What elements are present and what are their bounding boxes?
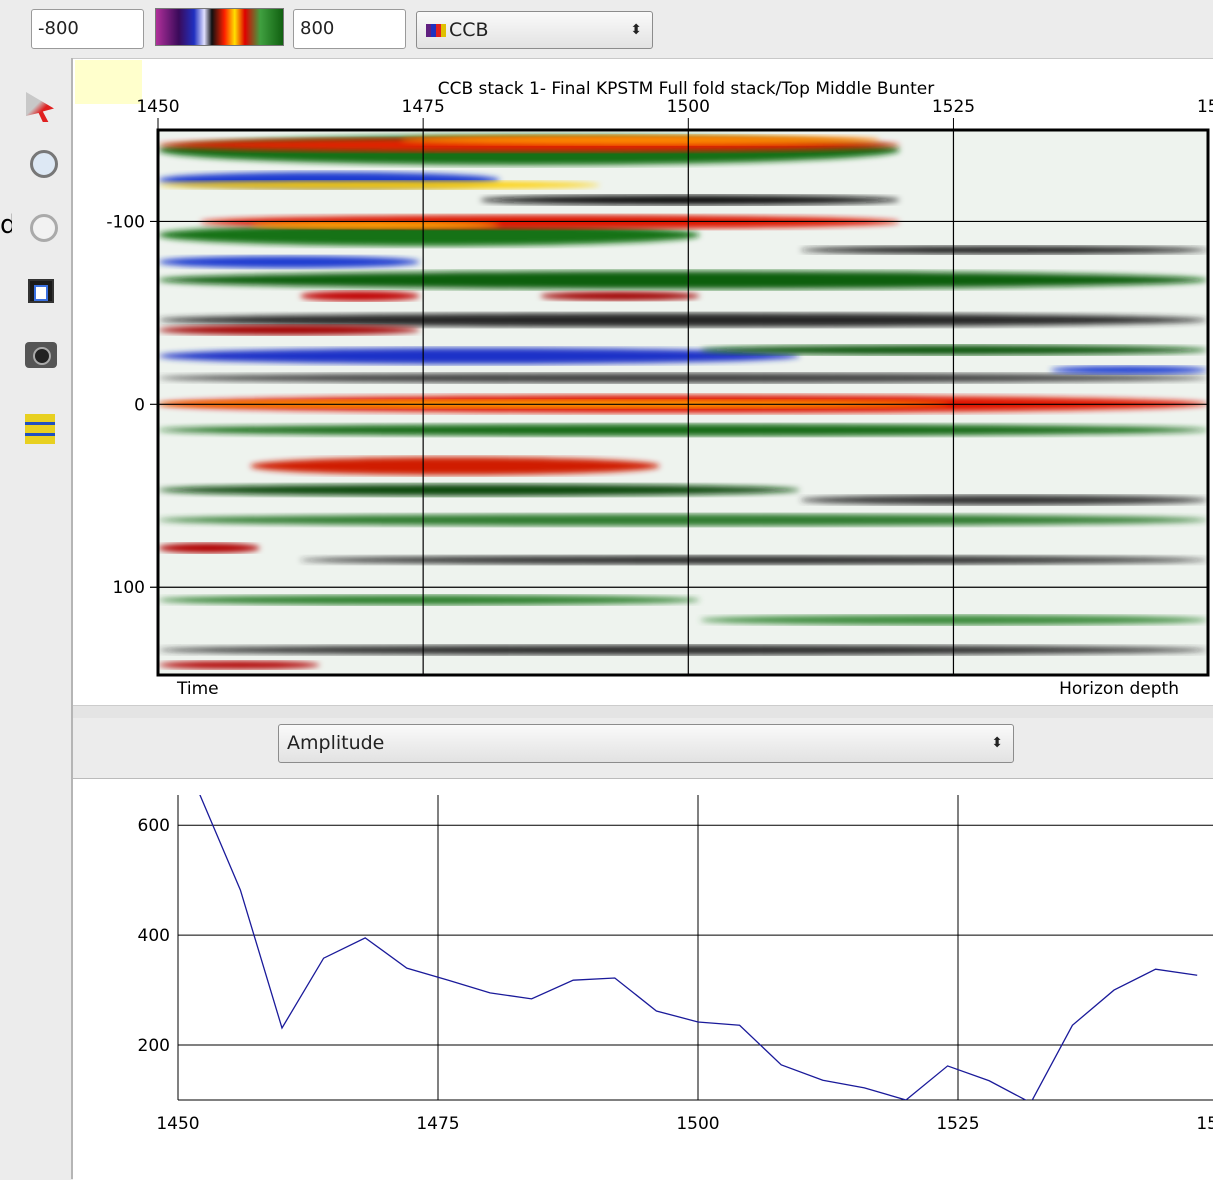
series-line [199,795,1198,1100]
y-tick-label: 600 [138,816,170,836]
combo-arrow: ⬍ [630,22,642,38]
x-tick-label: 1500 [676,1114,719,1134]
combo-arrow: ⬍ [991,735,1003,751]
y-tick-label: 100 [113,578,145,598]
reflector [158,271,1208,289]
chart-title: CCB stack 1- Final KPSTM Full fold stack… [438,79,935,99]
min-input[interactable]: -800 [31,9,144,49]
reflector [158,514,1208,526]
reflector [480,195,900,205]
x-tick-label: 1525 [936,1114,979,1134]
x-tick-label: 1550 [1196,1114,1213,1134]
colormap-select[interactable]: CCB ⬍ [416,11,653,49]
x-tick-label: 1450 [156,1114,199,1134]
side-text: d [0,210,12,240]
reflector [158,348,800,364]
reflector [400,135,880,145]
reflector [158,424,1208,436]
reflector [158,543,260,553]
reflector [158,256,420,268]
reflector [158,325,420,335]
x-tick-label: 1475 [416,1114,459,1134]
reflector [158,373,1208,383]
reflector [158,181,600,189]
x-axis-label: Horizon depth [1059,679,1179,699]
colormap-name: CCB [449,19,489,41]
x-tick-label: 1550 [1197,97,1213,117]
attribute-select[interactable]: Amplitude ⬍ [278,724,1014,763]
view-all-tool[interactable] [28,279,54,303]
plot-area [199,795,1198,1100]
reflector [300,555,1208,565]
reflector [540,291,700,301]
colormap-icon [426,24,446,37]
splitter[interactable] [73,705,1213,718]
y-tick-label: 200 [138,1036,170,1056]
x-tick-label: 1525 [932,97,975,117]
x-tick-label: 1475 [402,97,445,117]
y-tick-label: 400 [138,926,170,946]
lower-panel [73,778,1213,1180]
y-axis-label: Time [176,679,219,699]
zoom-out-tool[interactable] [30,214,58,242]
reflector [800,495,1208,505]
reflector [300,291,420,301]
reflector [800,246,1208,254]
reflector [1050,366,1208,374]
reflector [158,313,1208,327]
y-tick-label: 0 [134,395,145,415]
y-tick-label: -100 [106,212,145,232]
zoom-in-tool[interactable] [30,150,58,178]
reflector [250,221,500,229]
snapshot-tool[interactable] [25,342,57,368]
reflector [158,224,700,246]
x-tick-label: 1450 [136,97,179,117]
reflector [158,595,700,605]
swap-tool[interactable] [25,414,55,444]
left-toolbar [0,58,73,1179]
reflector [158,661,320,669]
reflector [250,457,660,475]
max-input[interactable]: 800 [293,9,406,49]
colormap-swatch[interactable] [155,8,284,46]
seismic-image [158,130,1208,675]
reflector [158,645,1208,655]
attribute-name: Amplitude [287,732,385,754]
reflector [158,484,800,496]
note-box [75,60,142,104]
x-tick-label: 1500 [667,97,710,117]
